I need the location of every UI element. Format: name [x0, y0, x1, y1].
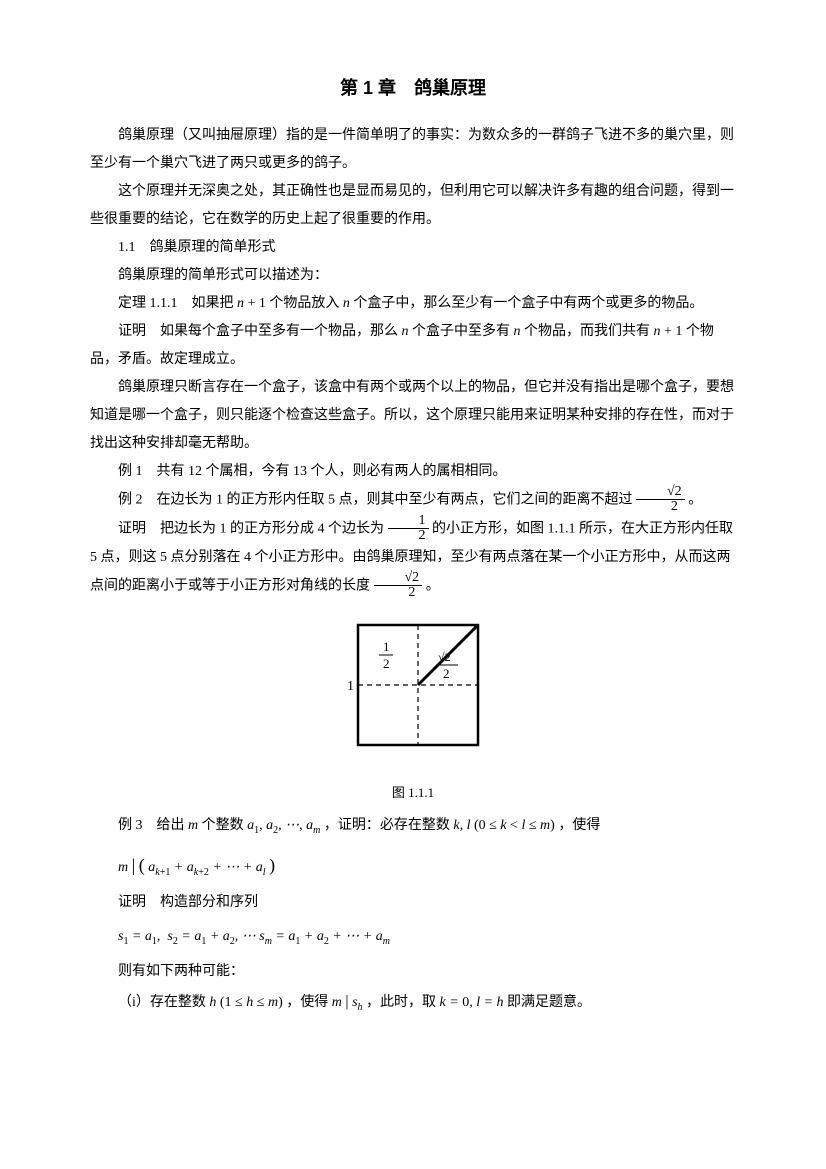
text: 证明 把边长为 1 的正方形分成 4 个边长为	[118, 522, 388, 537]
m-div-sh: m | sh	[332, 995, 363, 1010]
label-diag-den: 2	[443, 666, 450, 681]
numerator: √2	[636, 485, 685, 500]
kl-range: k, l (0 ≤ k < l ≤ m)	[453, 818, 554, 833]
label-half-num: 1	[383, 639, 390, 654]
text: 即满足题意。	[504, 995, 592, 1010]
chapter-title: 第 1 章 鸽巢原理	[90, 70, 736, 106]
text: 个盒子中至多有	[409, 324, 514, 339]
paragraph-intro-2: 这个原理并无深奥之处，其正确性也是显而易见的，但利用它可以解决许多有趣的组合问题…	[90, 178, 736, 234]
text: 。	[422, 579, 440, 594]
figure-caption: 图 1.1.1	[90, 780, 736, 806]
text: 个物品放入	[266, 296, 343, 311]
math-divides: m | ( ak+1 + ak+2 + ⋯ + al )	[118, 847, 736, 883]
page: 第 1 章 鸽巢原理 鸽巢原理（又叫抽屉原理）指的是一件简单明了的事实：为数众多…	[0, 0, 826, 1169]
seq-a: a1, a2, ⋯, am	[247, 818, 320, 833]
denominator: 2	[374, 586, 423, 600]
text: 个物品，而我们共有	[521, 324, 654, 339]
square-diagram: 1 2 √2 2 1	[323, 615, 503, 765]
case-i: （i）存在整数 h (1 ≤ h ≤ m) ，使得 m | sh ，此时，取 k…	[90, 986, 736, 1018]
fraction-sqrt2-over-2: √22	[636, 485, 685, 514]
var-n: n	[654, 324, 661, 339]
paragraph-remark: 鸽巢原理只断言存在一个盒子，该盒中有两个或两个以上的物品，但它并没有指出是哪个盒…	[90, 374, 736, 458]
proof-1: 证明 如果每个盒子中至多有一个物品，那么 n 个盒子中至多有 n 个物品，而我们…	[90, 318, 736, 374]
text: ，使得	[283, 995, 332, 1010]
text: 例 3 给出	[118, 818, 188, 833]
example-2: 例 2 在边长为 1 的正方形内任取 5 点，则其中至少有两点，它们之间的距离不…	[90, 486, 736, 515]
proof-2: 证明 把边长为 1 的正方形分成 4 个边长为 12 的小正方形，如图 1.1.…	[90, 515, 736, 601]
text: + 1	[661, 324, 683, 339]
numerator: √2	[374, 571, 423, 586]
figure-1-1-1: 1 2 √2 2 1	[90, 615, 736, 776]
var-n: n	[402, 324, 409, 339]
label-diag-num: √2	[438, 650, 451, 664]
label-one: 1	[347, 679, 354, 694]
example-3: 例 3 给出 m 个整数 a1, a2, ⋯, am ，证明：必存在整数 k, …	[90, 812, 736, 841]
text: 证明 如果每个盒子中至多有一个物品，那么	[118, 324, 402, 339]
paragraph-desc: 鸽巢原理的简单形式可以描述为：	[90, 262, 736, 290]
paragraph-intro-1: 鸽巢原理（又叫抽屉原理）指的是一件简单明了的事实：为数众多的一群鸽子飞进不多的巢…	[90, 122, 736, 178]
math-partial-sums: s1 = a1, s2 = a1 + a2, ⋯ sm = a1 + a2 + …	[118, 923, 736, 952]
paragraph-two-cases: 则有如下两种可能：	[90, 958, 736, 986]
text: 定理 1.1.1 如果把	[118, 296, 237, 311]
var-n: n	[237, 296, 244, 311]
text: ，使得	[555, 818, 601, 833]
text: ，证明：必存在整数	[320, 818, 453, 833]
denominator: 2	[388, 529, 429, 543]
fraction-one-half: 12	[388, 514, 429, 543]
k0-lh: k = 0, l = h	[440, 995, 504, 1010]
theorem-1-1-1: 定理 1.1.1 如果把 n + 1 个物品放入 n 个盒子中，那么至少有一个盒…	[90, 290, 736, 318]
numerator: 1	[388, 514, 429, 529]
text: 个整数	[198, 818, 247, 833]
denominator: 2	[636, 500, 685, 514]
proof-3: 证明 构造部分和序列	[90, 889, 736, 917]
fraction-sqrt2-over-2: √22	[374, 571, 423, 600]
text: （i）存在整数	[118, 995, 209, 1010]
text: + 1	[244, 296, 266, 311]
text: 例 2 在边长为 1 的正方形内任取 5 点，则其中至少有两点，它们之间的距离不…	[118, 493, 636, 508]
h-range: h (1 ≤ h ≤ m)	[209, 995, 282, 1010]
label-half-den: 2	[383, 656, 390, 671]
example-1: 例 1 共有 12 个属相，今有 13 个人，则必有两人的属相相同。	[90, 458, 736, 486]
var-n: n	[343, 296, 350, 311]
var-m: m	[188, 818, 198, 833]
section-1-1-heading: 1.1 鸽巢原理的简单形式	[90, 234, 736, 262]
text: ，此时，取	[363, 995, 440, 1010]
text: 。	[685, 493, 703, 508]
var-n: n	[514, 324, 521, 339]
text: 个盒子中，那么至少有一个盒子中有两个或更多的物品。	[350, 296, 704, 311]
